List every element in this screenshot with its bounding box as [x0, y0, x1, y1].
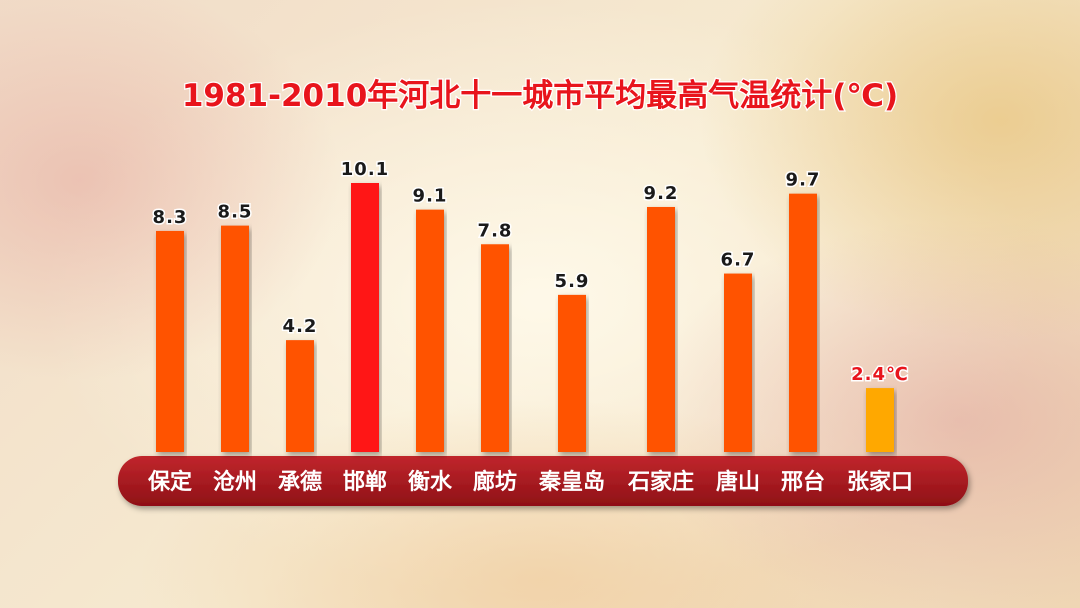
x-tick-label: 邢台 [781, 469, 825, 495]
bar [221, 225, 249, 452]
value-label: 10.1 [341, 159, 389, 180]
chart-title: 1981-2010年河北十一城市平均最高气温统计(℃) [182, 78, 898, 114]
x-tick-label: 廊坊 [473, 469, 517, 495]
x-tick-label: 沧州 [213, 469, 257, 495]
bar [286, 340, 314, 452]
value-label: 6.7 [721, 250, 756, 271]
value-label: 9.1 [413, 186, 448, 207]
x-tick-label: 唐山 [716, 469, 760, 495]
bar [866, 388, 894, 452]
bar [481, 244, 509, 452]
bar [351, 183, 379, 452]
value-label: 8.3 [153, 207, 188, 228]
value-label: 5.9 [555, 271, 590, 292]
bar [156, 230, 184, 452]
bar [724, 273, 752, 452]
value-label: 7.8 [478, 220, 513, 241]
value-label: 9.7 [786, 170, 821, 191]
bar [558, 294, 586, 452]
x-tick-label: 邯郸 [343, 469, 387, 495]
x-tick-label: 张家口 [847, 469, 913, 495]
x-tick-label: 衡水 [408, 469, 453, 495]
bar [647, 206, 675, 452]
value-label: 9.2 [644, 183, 679, 204]
bar [416, 209, 444, 452]
x-tick-label: 保定 [147, 469, 192, 495]
value-label: 8.5 [218, 202, 253, 223]
bar [789, 193, 817, 452]
value-label: 2.4℃ [851, 364, 909, 385]
value-label: 4.2 [283, 316, 318, 337]
category-band [118, 456, 968, 506]
x-tick-label: 秦皇岛 [538, 469, 605, 495]
x-tick-label: 石家庄 [627, 469, 694, 495]
x-tick-label: 承德 [278, 469, 322, 495]
